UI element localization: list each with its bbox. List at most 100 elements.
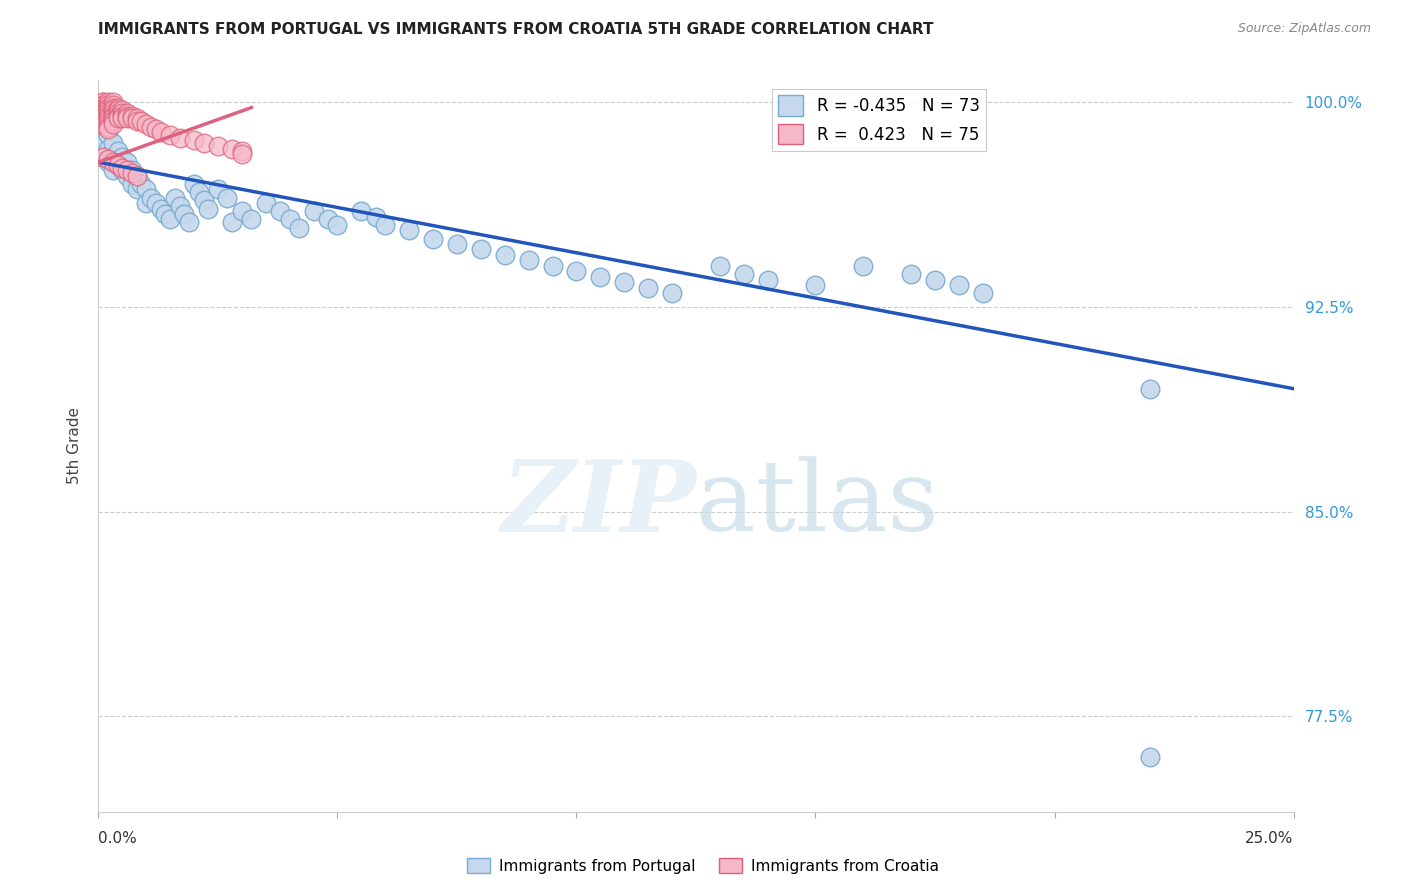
Point	[398, 223, 420, 237]
Point	[169, 199, 191, 213]
Point	[231, 204, 253, 219]
Point	[183, 133, 205, 147]
Point	[613, 275, 636, 289]
Point	[91, 136, 114, 150]
Point	[107, 145, 129, 159]
Point	[115, 163, 138, 178]
Legend: R = -0.435   N = 73, R =  0.423   N = 75: R = -0.435 N = 73, R = 0.423 N = 75	[772, 88, 987, 151]
Point	[316, 212, 339, 227]
Point	[446, 237, 468, 252]
Point	[101, 114, 124, 128]
Point	[364, 210, 387, 224]
Point	[541, 259, 564, 273]
Point	[91, 103, 114, 118]
Point	[97, 141, 120, 155]
Point	[91, 101, 114, 115]
Point	[139, 191, 162, 205]
Point	[115, 112, 138, 126]
Point	[91, 101, 114, 115]
Point	[589, 269, 612, 284]
Point	[135, 182, 157, 196]
Point	[374, 218, 396, 232]
Point	[111, 103, 134, 118]
Point	[97, 106, 120, 120]
Point	[155, 207, 177, 221]
Point	[326, 218, 349, 232]
Point	[91, 95, 114, 109]
Point	[107, 158, 129, 172]
Point	[107, 101, 129, 115]
Point	[1139, 750, 1161, 764]
Point	[221, 215, 243, 229]
Point	[115, 155, 138, 169]
Point	[97, 112, 120, 126]
Point	[111, 150, 134, 164]
Legend: Immigrants from Portugal, Immigrants from Croatia: Immigrants from Portugal, Immigrants fro…	[461, 852, 945, 880]
Point	[288, 220, 311, 235]
Point	[187, 185, 209, 199]
Point	[91, 109, 114, 123]
Point	[97, 103, 120, 118]
Point	[91, 114, 114, 128]
Point	[91, 150, 114, 164]
Point	[107, 106, 129, 120]
Point	[121, 166, 143, 180]
Text: Source: ZipAtlas.com: Source: ZipAtlas.com	[1237, 22, 1371, 36]
Text: 25.0%: 25.0%	[1246, 831, 1294, 846]
Point	[111, 161, 134, 175]
Point	[91, 98, 114, 112]
Point	[661, 286, 683, 301]
Point	[709, 259, 731, 273]
Point	[733, 267, 755, 281]
Point	[97, 155, 120, 169]
Point	[231, 147, 253, 161]
Point	[101, 95, 124, 109]
Point	[107, 103, 129, 118]
Point	[121, 177, 143, 191]
Point	[97, 120, 120, 134]
Point	[115, 109, 138, 123]
Point	[91, 122, 114, 136]
Point	[101, 150, 124, 164]
Point	[207, 182, 229, 196]
Point	[470, 243, 492, 257]
Point	[97, 128, 120, 142]
Point	[101, 109, 124, 123]
Point	[145, 122, 167, 136]
Point	[115, 169, 138, 183]
Point	[101, 136, 124, 150]
Point	[101, 117, 124, 131]
Point	[91, 109, 114, 123]
Point	[101, 106, 124, 120]
Point	[135, 117, 157, 131]
Point	[637, 281, 659, 295]
Point	[121, 163, 143, 178]
Point	[125, 169, 148, 183]
Point	[125, 114, 148, 128]
Point	[135, 196, 157, 211]
Point	[97, 153, 120, 167]
Point	[948, 277, 970, 292]
Point	[91, 106, 114, 120]
Point	[91, 150, 114, 164]
Point	[139, 120, 162, 134]
Point	[121, 109, 143, 123]
Point	[91, 103, 114, 118]
Point	[145, 196, 167, 211]
Point	[565, 264, 588, 278]
Point	[97, 122, 120, 136]
Point	[254, 196, 277, 211]
Point	[101, 103, 124, 118]
Point	[183, 177, 205, 191]
Point	[1139, 382, 1161, 396]
Point	[159, 212, 181, 227]
Point	[972, 286, 994, 301]
Point	[852, 259, 875, 273]
Point	[163, 191, 186, 205]
Point	[278, 212, 301, 227]
Point	[231, 145, 253, 159]
Point	[97, 114, 120, 128]
Point	[111, 112, 134, 126]
Point	[131, 177, 153, 191]
Point	[125, 112, 148, 126]
